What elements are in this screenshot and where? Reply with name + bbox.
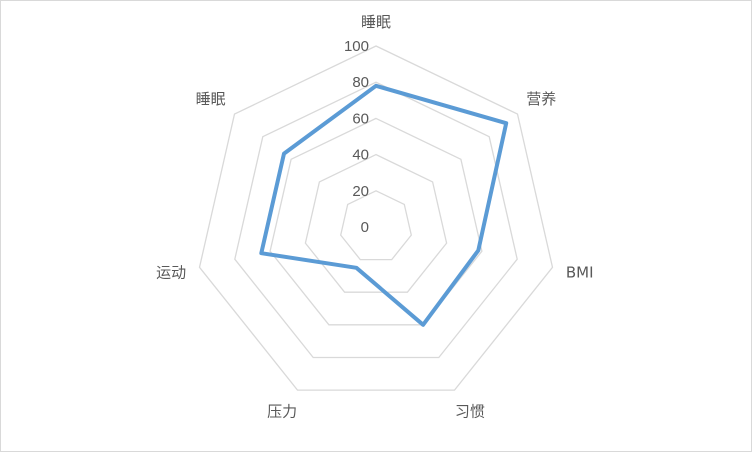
grid-ring-100: [198, 45, 554, 391]
tick-label-4: 80: [352, 74, 369, 91]
grid-ring-80: [234, 81, 518, 359]
category-label-6: 睡眠: [196, 90, 226, 108]
category-label-0: 睡眠: [361, 13, 391, 31]
tick-label-1: 20: [352, 183, 369, 200]
series-line-0: [259, 83, 509, 327]
series-group: [259, 83, 509, 327]
grid-ring-60: [269, 117, 483, 326]
tick-label-3: 60: [352, 110, 369, 127]
tick-label-2: 40: [352, 147, 369, 164]
grid-ring-20: [339, 190, 413, 261]
radial-tick-labels: 0 20 40 60 80 100: [344, 38, 369, 236]
category-label-4: 压力: [267, 403, 297, 421]
category-label-2: BMI: [566, 264, 594, 282]
category-label-5: 运动: [156, 264, 186, 282]
grid-ring-40: [304, 153, 448, 293]
category-label-1: 营养: [526, 90, 556, 108]
category-label-3: 习惯: [455, 403, 485, 421]
tick-label-0: 0: [361, 219, 369, 236]
tick-label-5: 100: [344, 38, 369, 55]
grid-rings: [198, 45, 554, 391]
